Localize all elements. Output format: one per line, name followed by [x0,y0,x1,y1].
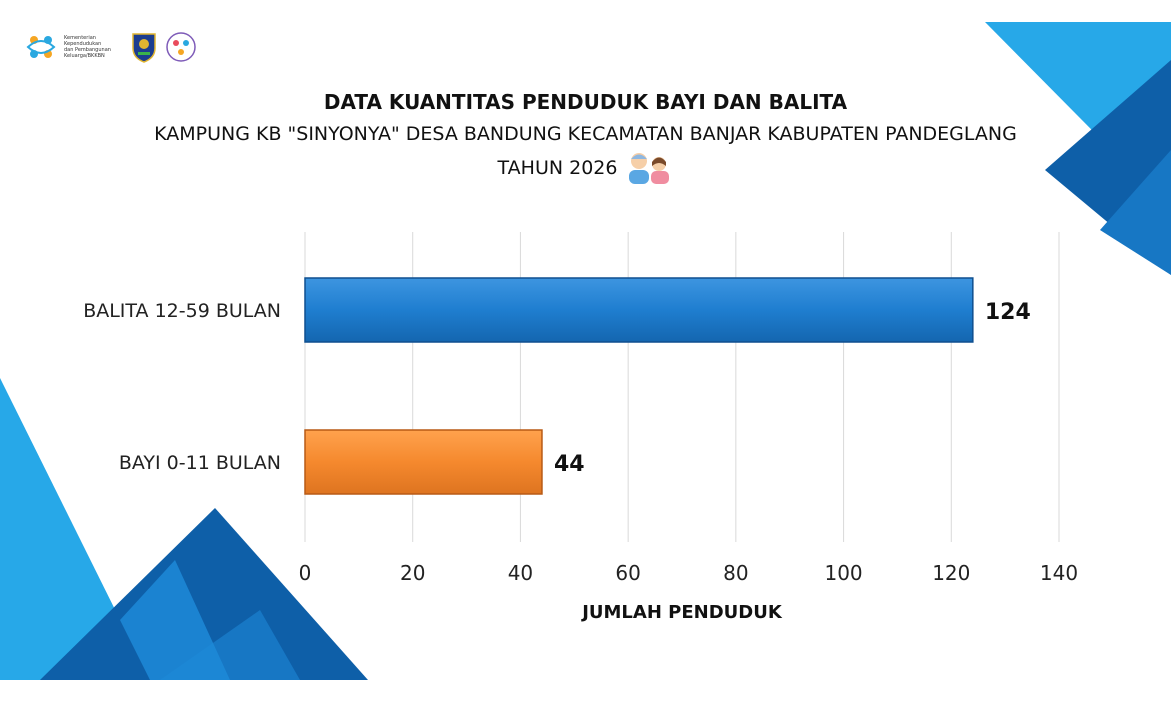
ministry-line-3: dan Pembangunan [64,47,111,53]
chart-title: DATA KUANTITAS PENDUDUK BAYI DAN BALITA [323,90,848,114]
chart-subtitle: KAMPUNG KB "SINYONYA" DESA BANDUNG KECAM… [154,123,1017,145]
ministry-line-1: Kementerian [64,35,96,41]
ministry-line-2: Kependudukan [64,41,102,47]
deco-triangle-bottom-left-light [0,378,150,680]
chart-year: TAHUN 2026 [497,157,618,179]
deco-triangle-bottom-left-small [120,560,230,680]
x-axis-label: JUMLAH PENDUDUK [580,602,783,623]
x-tick-label: 80 [723,561,748,585]
ministry-name: Kementerian Kependudukan dan Pembangunan… [64,35,124,59]
deco-triangle-top-right-mid [1100,150,1171,275]
x-tick-label: 120 [932,561,970,585]
deco-triangle-bottom-left-dark [40,508,368,680]
data-label: 124 [985,300,1031,325]
chart-tick-labels: 0 20 40 60 80 100 120 140 [299,561,1078,585]
x-tick-label: 0 [299,561,312,585]
x-tick-label: 40 [508,561,533,585]
regional-crest-icon [132,33,156,63]
kampung-kb-logo-icon [166,32,196,62]
category-label: BALITA 12-59 BULAN [83,300,281,322]
data-label: 44 [554,452,585,477]
children-playing-icon [629,153,670,184]
ministry-line-4: Keluarga/BKKBN [64,53,105,59]
bar-bayi [304,429,543,495]
bkkbn-logo-icon [26,36,56,58]
chart-category-labels: BALITA 12-59 BULAN BAYI 0-11 BULAN [83,300,281,474]
category-label: BAYI 0-11 BULAN [119,452,281,474]
header-logos: Kementerian Kependudukan dan Pembangunan… [24,30,198,64]
bar-balita [304,277,974,343]
chart-bars [304,277,974,495]
x-tick-label: 60 [615,561,640,585]
year-row: TAHUN 2026 [0,150,1171,186]
x-tick-label: 100 [824,561,862,585]
x-tick-label: 140 [1040,561,1078,585]
x-tick-label: 20 [400,561,425,585]
chart-data-labels: 124 44 [554,300,1031,477]
